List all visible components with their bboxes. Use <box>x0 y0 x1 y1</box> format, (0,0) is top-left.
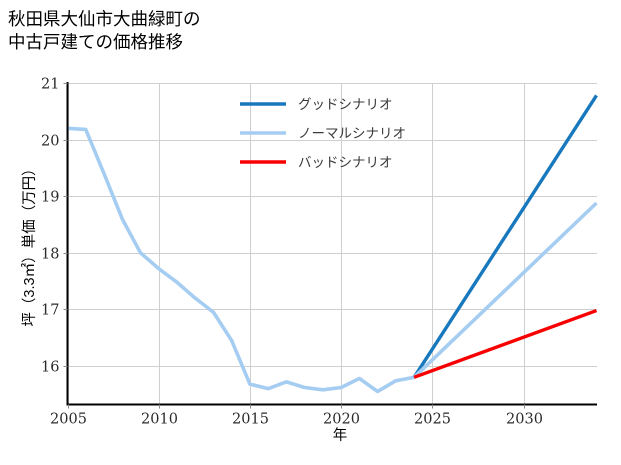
x-axis-tick-labels: 2005 2010 2015 2020 2025 2030 <box>50 412 543 428</box>
legend-label: ノーマルシナリオ <box>298 126 406 141</box>
y-tick-label: 17 <box>41 303 59 319</box>
x-tick-label: 2020 <box>323 412 360 428</box>
chart-title: 秋田県大仙市大曲緑町の 中古戸建ての価格推移 <box>8 9 201 53</box>
x-tick-label: 2025 <box>414 412 451 428</box>
y-axis-ticks <box>63 82 68 368</box>
legend-label: グッドシナリオ <box>298 97 393 112</box>
y-tick-label: 16 <box>41 360 59 376</box>
y-tick-label: 21 <box>41 77 59 93</box>
plot-background <box>67 83 596 405</box>
y-tick-label: 18 <box>41 247 59 263</box>
y-axis-tick-labels: 16 17 18 19 20 21 <box>41 77 59 376</box>
y-tick-label: 20 <box>41 134 59 150</box>
x-tick-label: 2030 <box>506 412 543 428</box>
series-line-1 <box>412 94 598 379</box>
series-lines <box>67 94 598 394</box>
horizontal-gridlines <box>67 83 597 367</box>
legend-label: バッドシナリオ <box>298 155 393 170</box>
axis-spines <box>66 82 597 406</box>
series-line-0 <box>67 126 415 394</box>
series-line-2 <box>412 201 598 379</box>
x-axis-ticks <box>67 404 526 409</box>
y-tick-label: 19 <box>41 190 59 206</box>
x-tick-label: 2005 <box>50 412 87 428</box>
series-line-3 <box>413 308 598 379</box>
x-tick-label: 2015 <box>232 412 269 428</box>
x-axis-title: 年 <box>333 427 348 444</box>
x-tick-label: 2010 <box>141 412 178 428</box>
y-axis-title: 坪（3.3㎡）単価（万円） <box>21 161 38 326</box>
